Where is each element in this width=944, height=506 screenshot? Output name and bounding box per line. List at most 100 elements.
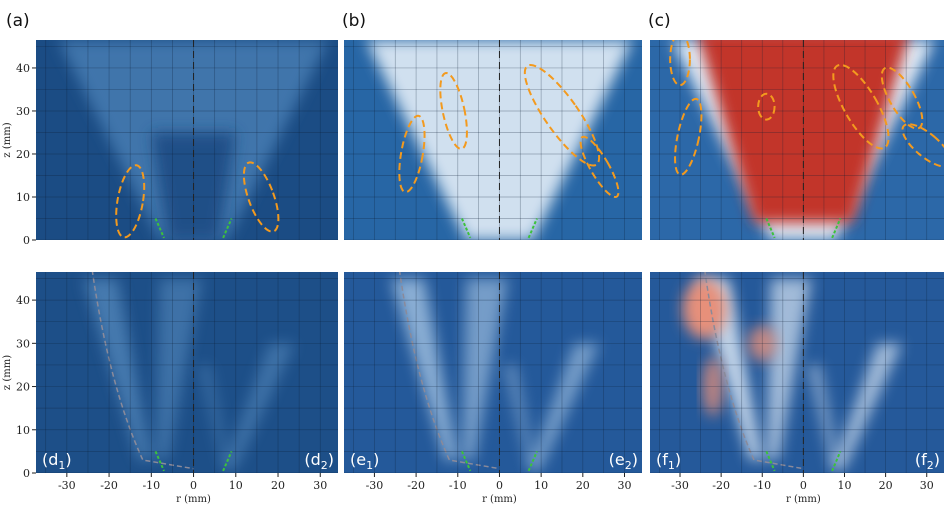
y-tick-label: 10 [16, 424, 30, 437]
label-part: (e [350, 450, 366, 469]
x-tick-label: -30 [671, 479, 689, 492]
streak-left [83, 278, 152, 461]
label-part: (f [656, 450, 668, 469]
boundary [398, 272, 500, 470]
panel [650, 272, 944, 473]
x-axis-label: r (mm) [482, 494, 517, 505]
label-part: 1 [668, 459, 675, 472]
panel-label: (d1) [42, 450, 72, 472]
nozzle-mark [527, 218, 538, 239]
y-tick-label: 30 [16, 105, 30, 118]
x-tick-label: 20 [576, 479, 590, 492]
panel-label: (d2) [304, 450, 334, 472]
x-tick-label: -20 [712, 479, 730, 492]
x-axis-label: r (mm) [786, 494, 821, 505]
panel [344, 40, 642, 240]
nozzle-mark [831, 218, 842, 239]
panel [36, 40, 338, 240]
panel-label: (f1) [656, 450, 681, 472]
x-tick-label: 30 [617, 479, 631, 492]
panel [650, 40, 944, 240]
nozzle-mark [461, 450, 472, 472]
y-axis-label: z (mm) [2, 355, 13, 390]
x-tick-label: 10 [837, 479, 851, 492]
contour [523, 64, 601, 167]
contour [832, 63, 890, 150]
contour [674, 97, 703, 176]
hot-patch [748, 325, 777, 362]
nozzle-mark [765, 450, 776, 472]
x-axis-label: r (mm) [176, 494, 211, 505]
streak-right [832, 343, 903, 469]
panel [344, 272, 642, 473]
x-tick-label: 0 [496, 479, 503, 492]
label-part: ) [328, 450, 334, 469]
x-tick-label: -20 [100, 479, 118, 492]
contour [579, 135, 620, 199]
y-tick-label: 30 [16, 337, 30, 350]
label-part: ) [632, 450, 638, 469]
hot-patch [702, 356, 723, 417]
streak-left [391, 278, 458, 461]
label-part: (f [915, 450, 927, 469]
x-tick-label: 30 [313, 479, 327, 492]
x-tick-label: -30 [58, 479, 76, 492]
contour [880, 66, 924, 130]
streak-right-2 [503, 364, 537, 469]
contour [439, 72, 468, 150]
label-part: (e [609, 450, 625, 469]
x-tick-label: 10 [534, 479, 548, 492]
contour [901, 123, 944, 168]
nozzle-mark [461, 218, 472, 239]
nozzle-mark [154, 450, 165, 472]
contour [757, 92, 776, 121]
panel-label: (f2) [915, 450, 940, 472]
nozzle-mark [527, 450, 538, 472]
boundary [704, 272, 804, 470]
x-tick-label: 30 [920, 479, 934, 492]
nozzle-mark [831, 450, 842, 472]
contour [669, 40, 691, 87]
panel-label: (e1) [350, 450, 379, 472]
panel-label: (b) [342, 11, 366, 31]
label-part: (d [304, 450, 320, 469]
streak-right-2 [197, 364, 232, 469]
y-tick-label: 40 [16, 294, 30, 307]
contour [115, 164, 146, 239]
x-tick-label: 10 [229, 479, 243, 492]
y-axis-label: z (mm) [2, 122, 13, 157]
nozzle-mark [222, 450, 233, 472]
label-part: 2 [927, 459, 934, 472]
y-tick-label: 40 [16, 62, 30, 75]
y-tick-label: 0 [23, 234, 30, 247]
y-tick-label: 0 [23, 467, 30, 480]
hot-patch [682, 278, 727, 339]
streak-right [528, 343, 600, 469]
nozzle-mark [765, 218, 776, 239]
x-tick-label: -30 [366, 479, 384, 492]
panel [36, 272, 338, 473]
x-tick-label: 0 [190, 479, 197, 492]
nozzle-mark [222, 218, 233, 239]
x-tick-label: 20 [879, 479, 893, 492]
label-part: ) [675, 450, 681, 469]
streak-right [223, 343, 295, 469]
streak-left-2 [155, 278, 202, 461]
contour [398, 114, 426, 194]
x-tick-label: -10 [449, 479, 467, 492]
label-part: ) [934, 450, 940, 469]
label-part: 2 [625, 459, 632, 472]
label-part: ) [373, 450, 379, 469]
y-tick-label: 10 [16, 191, 30, 204]
y-tick-label: 20 [16, 381, 30, 394]
y-tick-label: 20 [16, 148, 30, 161]
x-tick-label: 20 [271, 479, 285, 492]
nozzle-mark [154, 218, 165, 239]
label-part: 2 [321, 459, 328, 472]
contour [242, 161, 280, 233]
label-part: 1 [58, 459, 65, 472]
label-part: (d [42, 450, 58, 469]
x-tick-label: -10 [753, 479, 771, 492]
x-tick-label: -20 [407, 479, 425, 492]
